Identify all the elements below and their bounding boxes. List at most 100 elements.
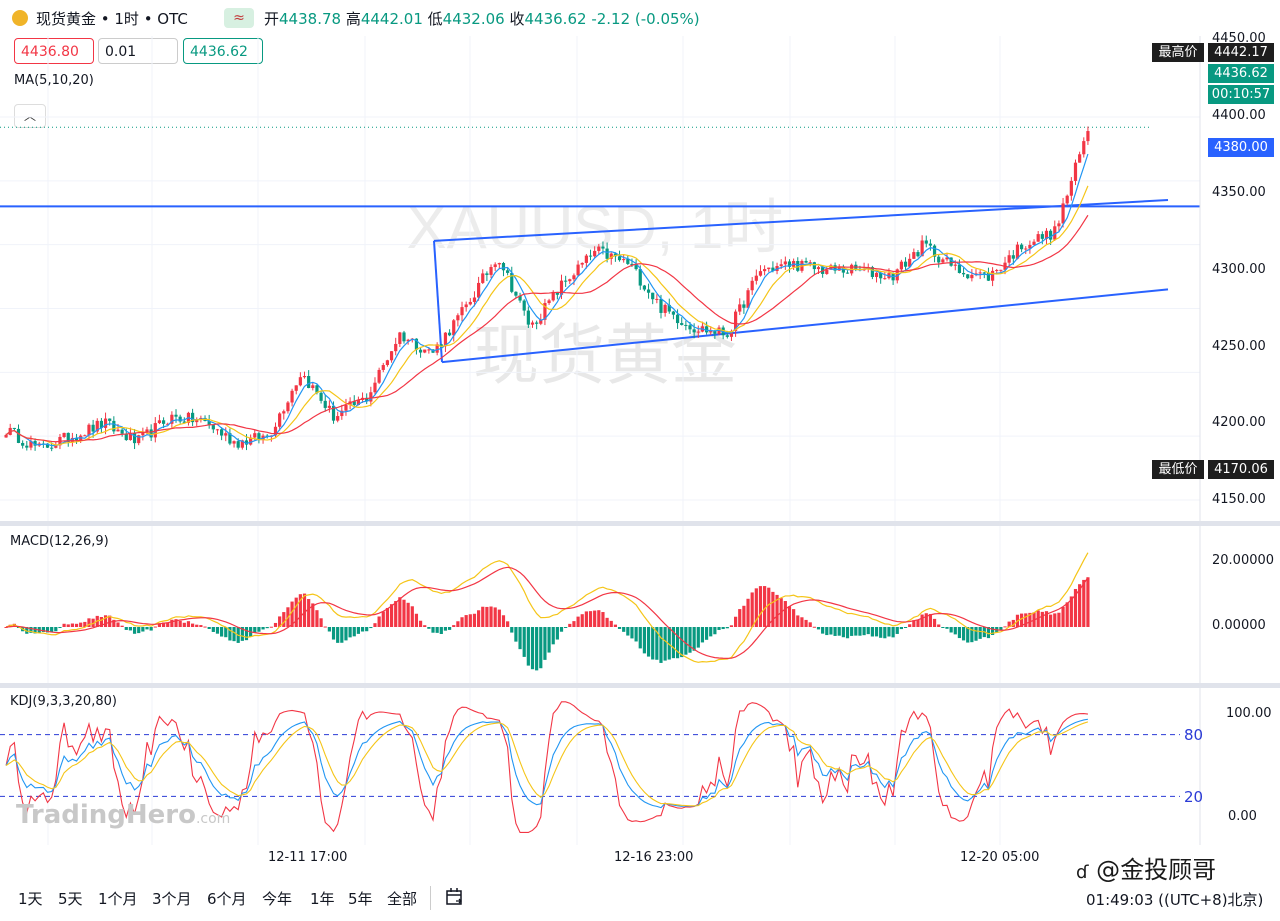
macd-y-tick: 0.00000 xyxy=(1212,618,1266,633)
candle-body xyxy=(99,420,104,428)
candle-body xyxy=(377,369,381,383)
candle-body xyxy=(779,264,783,267)
macd-histogram-bar xyxy=(506,621,510,627)
macd-histogram-bar xyxy=(182,622,186,627)
candle-body xyxy=(663,304,667,313)
macd-histogram-bar xyxy=(29,627,33,633)
candle-body xyxy=(302,376,307,378)
macd-histogram-bar xyxy=(518,627,522,650)
timeframe-ytd[interactable]: 今年 xyxy=(262,890,293,908)
macd-histogram-bar xyxy=(174,619,178,627)
candle-body xyxy=(597,246,601,251)
timeframe-1d[interactable]: 1天 xyxy=(18,890,43,908)
ma-indicator-label[interactable]: MA(5,10,20) xyxy=(14,73,94,88)
chevron-up-icon[interactable]: ︿ xyxy=(14,104,46,128)
macd-histogram-bar xyxy=(161,622,166,627)
candle-body xyxy=(373,382,377,393)
candle-body xyxy=(224,433,228,436)
candle-body xyxy=(953,264,957,266)
macd-histogram-bar xyxy=(883,627,887,639)
kdj-level-20: 20 xyxy=(1184,788,1204,806)
bid-price-button[interactable]: 4436.80 xyxy=(14,38,94,64)
y-tick: 4450.00 xyxy=(1212,31,1266,46)
macd-histogram-bar xyxy=(821,627,825,634)
timeframe-1m[interactable]: 1个月 xyxy=(98,890,138,908)
macd-histogram-bar xyxy=(750,592,754,627)
candle-body xyxy=(642,285,647,290)
timeframe-3m[interactable]: 3个月 xyxy=(152,890,192,908)
macd-histogram-bar xyxy=(763,586,767,627)
change-value: -2.12 (-0.05%) xyxy=(591,10,700,28)
candle-body xyxy=(675,314,680,324)
candle-body xyxy=(758,271,763,276)
macd-histogram-bar xyxy=(120,625,124,627)
timeframe-6m[interactable]: 6个月 xyxy=(207,890,247,908)
macd-histogram-bar xyxy=(186,621,191,627)
macd-histogram-bar xyxy=(290,601,294,627)
candle-body xyxy=(112,420,116,432)
kdj-series xyxy=(0,701,1180,834)
timeframe-all[interactable]: 全部 xyxy=(387,890,418,908)
macd-histogram-bar xyxy=(733,616,738,627)
macd-histogram-bar xyxy=(447,627,452,630)
candle-body xyxy=(543,303,547,320)
candle-body xyxy=(970,274,974,279)
macd-histogram-bar xyxy=(116,622,120,627)
macd-histogram-bar xyxy=(294,597,298,627)
macd-histogram-bar xyxy=(1078,584,1082,627)
min-price-tag: 4170.06 xyxy=(1208,460,1274,479)
max-price-tag: 4442.17 xyxy=(1208,43,1274,62)
macd-histogram-bar xyxy=(622,627,626,632)
macd-histogram-bar xyxy=(572,621,576,627)
macd-histogram-bar xyxy=(87,618,91,627)
macd-histogram-bar xyxy=(385,607,390,627)
macd-histogram-bar xyxy=(456,621,460,627)
clock-timezone[interactable]: 01:49:03 ((UTC+8)北京) xyxy=(1086,891,1264,909)
macd-label[interactable]: MACD(12,26,9) xyxy=(10,534,109,549)
candle-body xyxy=(986,272,991,281)
symbol-title[interactable]: 现货黄金 • 1时 • OTC xyxy=(36,10,188,28)
macd-histogram-bar xyxy=(406,602,410,627)
macd-series xyxy=(4,552,1090,671)
candle-body xyxy=(713,330,717,334)
y-tick: 4350.00 xyxy=(1212,185,1266,200)
macd-histogram-bar xyxy=(199,625,203,627)
chart-canvas[interactable]: XAUUSD, 1时 现货黄金 xyxy=(0,0,1280,880)
ask-price-button[interactable]: 4436.62 xyxy=(183,38,263,64)
pane-separator-2[interactable] xyxy=(0,683,1280,688)
candle-body xyxy=(240,440,244,448)
candle-body xyxy=(804,260,808,263)
kdj-label[interactable]: KDJ(9,3,3,20,80) xyxy=(10,694,117,709)
macd-histogram-bar xyxy=(551,627,555,645)
macd-histogram-bar xyxy=(903,627,908,628)
macd-histogram-bar xyxy=(365,627,369,632)
macd-histogram-bar xyxy=(555,627,559,640)
candle-body xyxy=(381,365,385,370)
macd-histogram-bar xyxy=(137,627,141,634)
timeframe-5d[interactable]: 5天 xyxy=(58,890,83,908)
macd-histogram-bar xyxy=(754,588,758,627)
change-toggle-icon[interactable]: ≈ xyxy=(224,8,254,28)
candle-body xyxy=(132,433,137,444)
macd-histogram-bar xyxy=(141,627,145,632)
candle-body xyxy=(551,291,555,301)
spread-input[interactable]: 0.01 xyxy=(98,38,178,64)
candle-body xyxy=(514,291,518,296)
macd-histogram-bar xyxy=(33,627,37,634)
macd-histogram-bar xyxy=(642,627,647,654)
macd-histogram-bar xyxy=(1028,612,1032,627)
macd-histogram-bar xyxy=(224,627,228,638)
candle-body xyxy=(1073,162,1078,181)
trend-channel[interactable] xyxy=(0,126,1169,364)
timeframe-1y[interactable]: 1年 xyxy=(310,890,335,908)
macd-histogram-bar xyxy=(713,627,717,635)
timeframe-5y[interactable]: 5年 xyxy=(348,890,373,908)
candle-body xyxy=(957,264,962,273)
candle-body xyxy=(584,255,588,263)
pane-separator-1[interactable] xyxy=(0,521,1280,526)
candle-body xyxy=(331,405,336,421)
macd-histogram-bar xyxy=(808,622,812,627)
candle-body xyxy=(137,435,141,444)
calendar-range-icon[interactable] xyxy=(444,886,466,908)
candle-body xyxy=(771,267,775,272)
